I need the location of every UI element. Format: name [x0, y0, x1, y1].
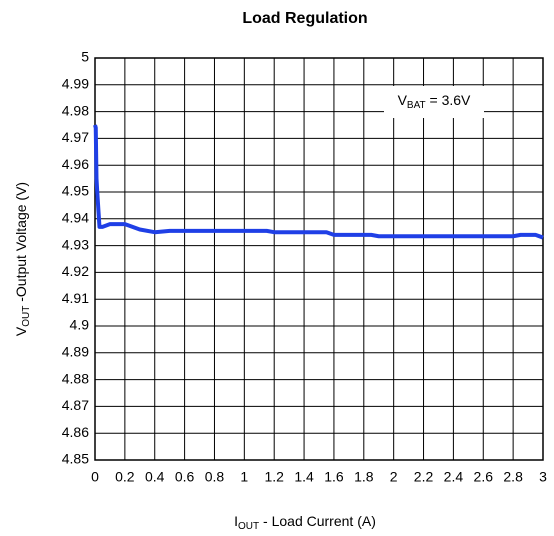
annotation-main: V [398, 92, 408, 108]
y-tick-label: 4.85 [62, 451, 89, 467]
x-axis-label: IOUT - Load Current (A) [234, 513, 376, 532]
y-tick-label: 4.94 [62, 210, 89, 226]
y-label-sub: OUT [21, 306, 32, 327]
y-tick-label: 4.92 [62, 263, 89, 279]
x-label-rest: - Load Current (A) [259, 513, 376, 529]
x-label-sub: OUT [238, 521, 259, 532]
y-tick-label: 4.98 [62, 102, 89, 118]
y-label-main: V [13, 326, 29, 336]
x-tick-label: 1.8 [354, 469, 374, 485]
y-tick-label: 4.89 [62, 344, 89, 360]
x-tick-label: 1 [240, 469, 248, 485]
y-tick-label: 4.97 [62, 129, 89, 145]
x-tick-label: 3 [539, 469, 547, 485]
annotation: VBAT = 3.6V [398, 92, 471, 111]
x-tick-label: 0.2 [115, 469, 135, 485]
y-tick-label: 5 [81, 49, 89, 65]
annotation-rest: = 3.6V [426, 92, 471, 108]
x-tick-label: 0.6 [175, 469, 195, 485]
y-tick-label: 4.9 [70, 317, 90, 333]
plot-border [94, 57, 544, 461]
x-tick-label: 2.6 [474, 469, 494, 485]
y-axis-label: VOUT -Output Voltage (V) [13, 182, 32, 336]
x-tick-label: 2.8 [503, 469, 523, 485]
x-tick-label: 0.4 [145, 469, 165, 485]
y-tick-label: 4.96 [62, 156, 89, 172]
data-line [93, 124, 544, 240]
x-tick-label: 1.6 [324, 469, 344, 485]
y-tick-label: 4.99 [62, 76, 89, 92]
y-tick-label: 4.87 [62, 397, 89, 413]
y-tick-label: 4.93 [62, 236, 89, 252]
y-tick-label: 4.88 [62, 370, 89, 386]
x-tick-label: 1.4 [294, 469, 314, 485]
y-tick-label: 4.95 [62, 183, 89, 199]
x-tick-label: 1.2 [264, 469, 284, 485]
x-tick-label: 2 [390, 469, 398, 485]
annotation-box [384, 86, 484, 118]
y-label-rest: -Output Voltage (V) [13, 182, 29, 306]
y-tick-label: 4.86 [62, 424, 89, 440]
annotation-sub: BAT [407, 100, 426, 111]
x-label-main: I [234, 513, 238, 529]
x-tick-label: 0.8 [205, 469, 225, 485]
x-tick-label: 2.4 [444, 469, 464, 485]
x-tick-label: 2.2 [414, 469, 434, 485]
x-tick-label: 0 [91, 469, 99, 485]
y-tick-label: 4.91 [62, 290, 89, 306]
chart-title: Load Regulation [242, 10, 367, 27]
